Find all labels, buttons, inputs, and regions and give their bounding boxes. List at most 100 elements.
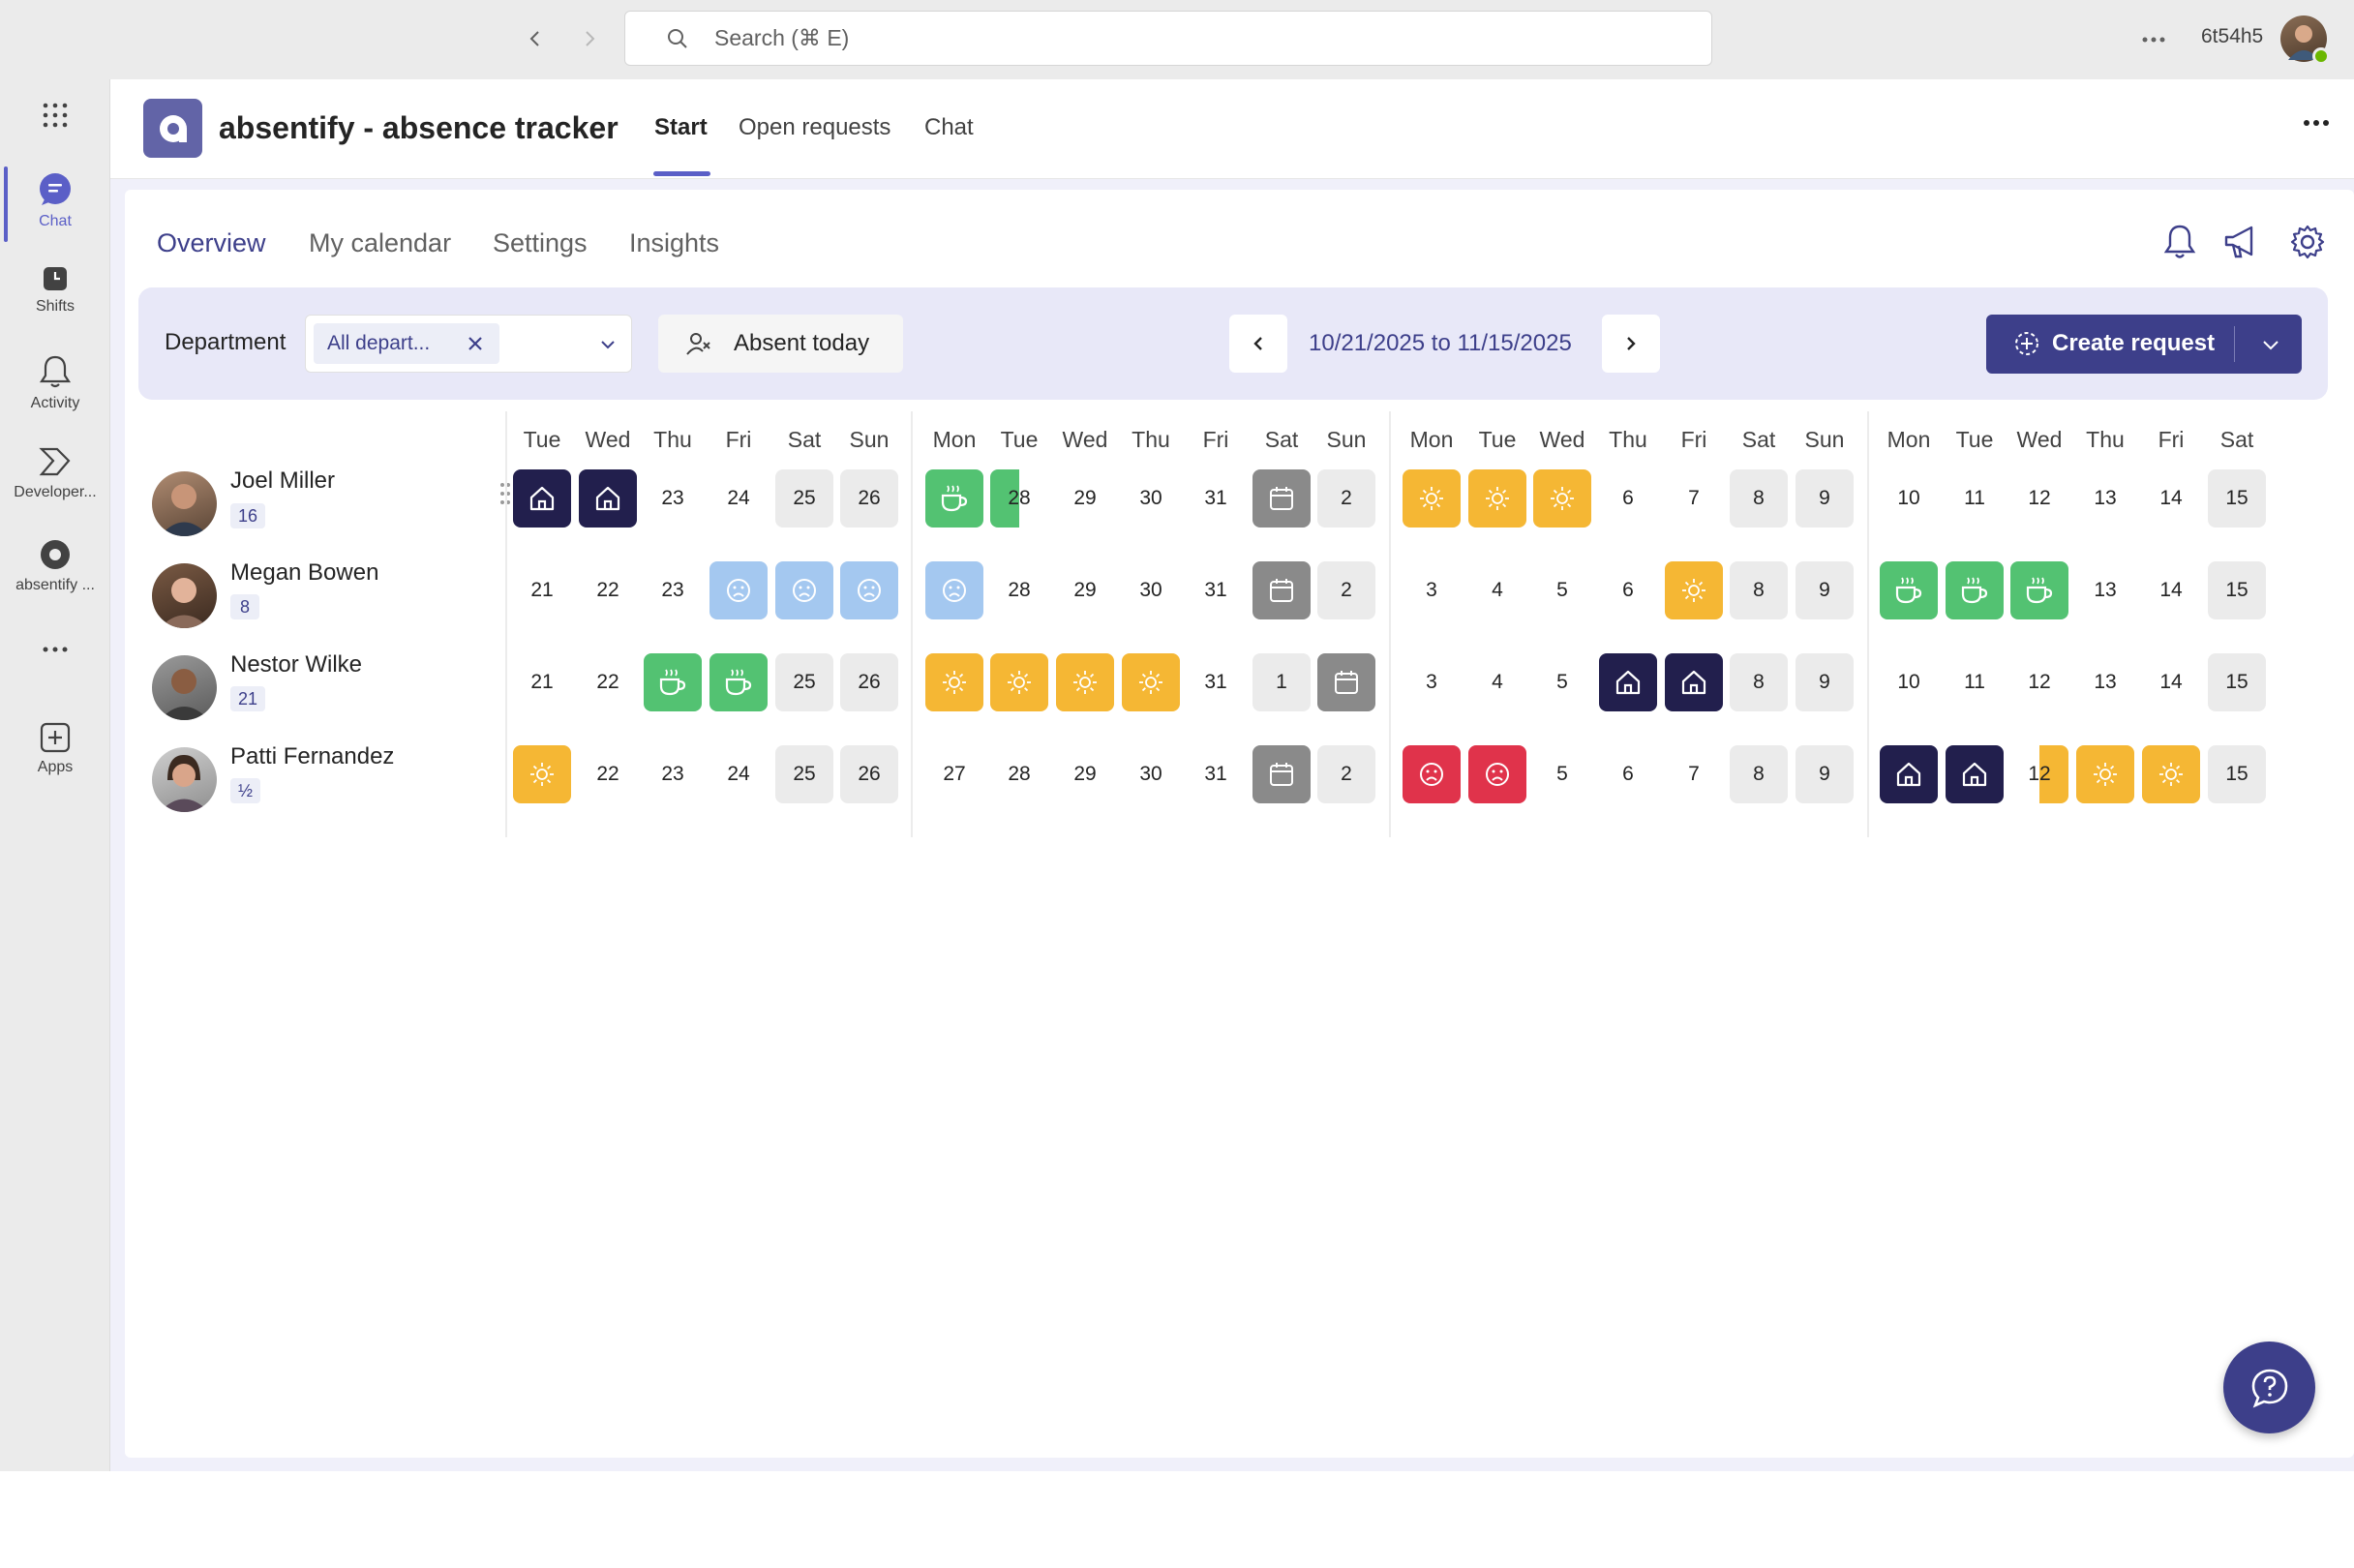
search-box[interactable]: Search (⌘ E) xyxy=(624,11,1712,66)
day-cell[interactable] xyxy=(1403,469,1461,528)
day-cell[interactable]: 8 xyxy=(1730,469,1788,528)
rail-item-activity[interactable]: Activity xyxy=(0,354,110,412)
chevron-down-icon[interactable] xyxy=(598,335,618,354)
day-cell[interactable]: 23 xyxy=(644,469,702,528)
day-cell[interactable]: 22 xyxy=(579,561,637,619)
avatar[interactable] xyxy=(152,747,217,812)
person-name[interactable]: Patti Fernandez xyxy=(230,743,395,769)
day-cell[interactable] xyxy=(1880,561,1938,619)
day-cell[interactable]: 25 xyxy=(775,469,833,528)
day-cell[interactable] xyxy=(1665,561,1723,619)
day-cell[interactable]: 22 xyxy=(579,653,637,711)
subtab-overview[interactable]: Overview xyxy=(157,228,266,257)
day-cell[interactable]: 15 xyxy=(2208,745,2266,803)
day-cell[interactable]: 25 xyxy=(775,653,833,711)
day-cell[interactable]: 2 xyxy=(1317,561,1375,619)
day-cell[interactable]: 28 xyxy=(990,561,1048,619)
day-cell[interactable]: 13 xyxy=(2076,561,2134,619)
day-cell[interactable] xyxy=(644,653,702,711)
day-cell[interactable]: 29 xyxy=(1056,561,1114,619)
day-cell[interactable]: 22 xyxy=(579,745,637,803)
day-cell[interactable]: 13 xyxy=(2076,653,2134,711)
day-cell[interactable]: 9 xyxy=(1796,745,1854,803)
day-cell[interactable]: 21 xyxy=(513,561,571,619)
user-avatar[interactable] xyxy=(2280,15,2330,65)
rail-item-chat[interactable]: Chat xyxy=(0,172,110,230)
day-cell[interactable] xyxy=(925,653,983,711)
day-cell[interactable]: 24 xyxy=(709,745,768,803)
person-name[interactable]: Nestor Wilke xyxy=(230,651,363,678)
day-cell[interactable]: 12 xyxy=(2010,653,2068,711)
day-cell[interactable]: 10 xyxy=(1880,469,1938,528)
subtab-insights[interactable]: Insights xyxy=(629,228,720,257)
day-cell[interactable] xyxy=(990,653,1048,711)
day-cell[interactable]: 7 xyxy=(1665,469,1723,528)
drag-handle-icon[interactable] xyxy=(498,479,513,508)
day-cell[interactable] xyxy=(1599,653,1657,711)
notifications-bell-icon[interactable] xyxy=(2163,224,2196,260)
day-cell[interactable]: 15 xyxy=(2208,469,2266,528)
day-cell[interactable]: 26 xyxy=(840,469,898,528)
day-cell[interactable]: 5 xyxy=(1533,745,1591,803)
day-cell[interactable] xyxy=(775,561,833,619)
day-cell[interactable]: 6 xyxy=(1599,469,1657,528)
rail-item-shifts[interactable]: Shifts xyxy=(0,265,110,316)
day-cell[interactable]: 8 xyxy=(1730,561,1788,619)
day-cell[interactable]: 31 xyxy=(1187,745,1245,803)
day-cell[interactable]: 30 xyxy=(1122,561,1180,619)
day-cell[interactable]: 14 xyxy=(2142,561,2200,619)
day-cell[interactable] xyxy=(2076,745,2134,803)
day-cell[interactable] xyxy=(925,561,983,619)
day-cell[interactable] xyxy=(1252,745,1311,803)
day-cell[interactable] xyxy=(709,653,768,711)
more-options-icon[interactable] xyxy=(2139,25,2168,54)
rail-item-developer[interactable]: Developer... xyxy=(0,443,110,501)
settings-gear-icon[interactable] xyxy=(2289,224,2326,260)
day-cell[interactable]: 7 xyxy=(1665,745,1723,803)
tab-open-requests[interactable]: Open requests xyxy=(739,114,891,140)
day-cell[interactable]: 23 xyxy=(644,745,702,803)
day-cell[interactable]: 11 xyxy=(1946,469,2004,528)
day-cell[interactable] xyxy=(513,469,571,528)
day-cell[interactable]: 26 xyxy=(840,653,898,711)
day-cell[interactable]: 28 xyxy=(990,469,1048,528)
department-select[interactable]: All depart... xyxy=(305,315,632,373)
day-cell[interactable] xyxy=(1468,469,1526,528)
day-cell[interactable]: 25 xyxy=(775,745,833,803)
app-more-icon[interactable] xyxy=(2302,118,2331,128)
day-cell[interactable]: 1 xyxy=(1252,653,1311,711)
day-cell[interactable] xyxy=(1252,561,1311,619)
day-cell[interactable]: 31 xyxy=(1187,653,1245,711)
subtab-my-calendar[interactable]: My calendar xyxy=(309,228,452,257)
day-cell[interactable]: 5 xyxy=(1533,653,1591,711)
day-cell[interactable] xyxy=(925,469,983,528)
day-cell[interactable] xyxy=(1533,469,1591,528)
day-cell[interactable] xyxy=(1056,653,1114,711)
day-cell[interactable]: 14 xyxy=(2142,469,2200,528)
back-arrow-icon[interactable] xyxy=(518,21,553,56)
app-launcher-icon[interactable] xyxy=(0,101,110,130)
day-cell[interactable]: 31 xyxy=(1187,469,1245,528)
day-cell[interactable] xyxy=(840,561,898,619)
avatar[interactable] xyxy=(152,655,217,720)
rail-item-apps[interactable]: Apps xyxy=(0,722,110,776)
announcement-megaphone-icon[interactable] xyxy=(2222,224,2259,260)
help-chat-button[interactable] xyxy=(2223,1342,2315,1433)
day-cell[interactable]: 30 xyxy=(1122,469,1180,528)
day-cell[interactable]: 23 xyxy=(644,561,702,619)
day-cell[interactable]: 24 xyxy=(709,469,768,528)
day-cell[interactable]: 12 xyxy=(2010,745,2068,803)
day-cell[interactable]: 10 xyxy=(1880,653,1938,711)
avatar[interactable] xyxy=(152,471,217,536)
tab-start[interactable]: Start xyxy=(654,114,708,140)
day-cell[interactable] xyxy=(1252,469,1311,528)
day-cell[interactable]: 3 xyxy=(1403,653,1461,711)
day-cell[interactable]: 2 xyxy=(1317,469,1375,528)
day-cell[interactable]: 6 xyxy=(1599,561,1657,619)
day-cell[interactable]: 14 xyxy=(2142,653,2200,711)
day-cell[interactable] xyxy=(1468,745,1526,803)
day-cell[interactable]: 2 xyxy=(1317,745,1375,803)
day-cell[interactable] xyxy=(1317,653,1375,711)
create-request-dropdown-icon[interactable] xyxy=(2260,334,2281,355)
day-cell[interactable]: 9 xyxy=(1796,653,1854,711)
